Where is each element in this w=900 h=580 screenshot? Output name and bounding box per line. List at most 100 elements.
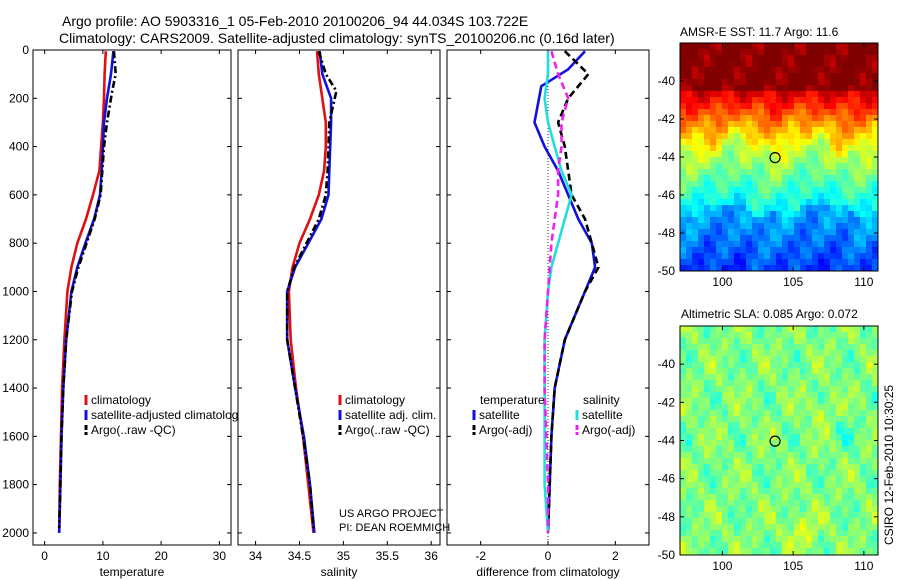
heatmap-cell — [728, 181, 735, 188]
heatmap-cell — [704, 470, 711, 477]
heatmap-cell — [764, 103, 771, 110]
heatmap-cell — [746, 500, 753, 507]
heatmap-cell — [722, 500, 729, 507]
heatmap-cell — [686, 476, 693, 483]
heatmap-cell — [770, 392, 777, 399]
heatmap-cell — [836, 61, 843, 68]
heatmap-cell — [734, 470, 741, 477]
heatmap-cell — [716, 440, 723, 447]
heatmap-cell — [728, 157, 735, 164]
heatmap-cell — [716, 428, 723, 435]
heatmap-cell — [794, 416, 801, 423]
heatmap-cell — [818, 440, 825, 447]
heatmap-cell — [830, 416, 837, 423]
heatmap-cell — [848, 410, 855, 417]
heatmap-cell — [794, 338, 801, 345]
heatmap-cell — [866, 55, 873, 62]
heatmap-cell — [824, 139, 831, 146]
heatmap-cell — [860, 229, 867, 236]
sla-map-title: Altimetric SLA: 0.085 Argo: 0.072 — [681, 307, 858, 321]
heatmap-cell — [836, 392, 843, 399]
heatmap-cell — [752, 157, 759, 164]
heatmap-cell — [740, 500, 747, 507]
heatmap-cell — [746, 356, 753, 363]
heatmap-cell — [740, 410, 747, 417]
heatmap-cell — [728, 229, 735, 236]
heatmap-cell — [746, 350, 753, 357]
heatmap-cell — [806, 49, 813, 56]
heatmap-cell — [794, 43, 801, 50]
heatmap-cell — [800, 181, 807, 188]
heatmap-cell — [794, 97, 801, 104]
heatmap-cell — [722, 55, 729, 62]
heatmap-cell — [848, 61, 855, 68]
heatmap-cell — [818, 175, 825, 182]
heatmap-cell — [812, 109, 819, 116]
heatmap-cell — [776, 259, 783, 266]
heatmap-cell — [686, 67, 693, 74]
heatmap-cell — [692, 121, 699, 128]
heatmap-cell — [728, 452, 735, 459]
heatmap-cell — [722, 470, 729, 477]
heatmap-cell — [716, 518, 723, 525]
heatmap-cell — [800, 326, 807, 333]
heatmap-cell — [788, 265, 795, 271]
heatmap-cell — [728, 67, 735, 74]
heatmap-cell — [746, 440, 753, 447]
heatmap-cell — [782, 368, 789, 375]
heatmap-cell — [698, 374, 705, 381]
heatmap-cell — [776, 482, 783, 489]
heatmap-cell — [686, 73, 693, 80]
heatmap-cell — [854, 169, 861, 176]
heatmap-cell — [818, 229, 825, 236]
heatmap-cell — [848, 422, 855, 429]
heatmap-cell — [788, 121, 795, 128]
heatmap-cell — [716, 482, 723, 489]
heatmap-cell — [806, 374, 813, 381]
heatmap-cell — [692, 229, 699, 236]
heatmap-cell — [788, 362, 795, 369]
heatmap-cell — [728, 127, 735, 134]
heatmap-cell — [866, 229, 873, 236]
heatmap-cell — [776, 350, 783, 357]
heatmap-cell — [776, 542, 783, 549]
heatmap-cell — [740, 259, 747, 266]
heatmap-cell — [830, 386, 837, 393]
heatmap-cell — [788, 392, 795, 399]
heatmap-cell — [734, 434, 741, 441]
heatmap-cell — [848, 518, 855, 525]
heatmap-cell — [812, 235, 819, 242]
heatmap-cell — [728, 428, 735, 435]
heatmap-cell — [704, 67, 711, 74]
heatmap-cell — [836, 91, 843, 98]
heatmap-cell — [722, 181, 729, 188]
heatmap-cell — [854, 211, 861, 218]
depth-tick-label: 1800 — [2, 478, 29, 492]
heatmap-cell — [740, 223, 747, 230]
heatmap-cell — [836, 253, 843, 260]
heatmap-cell — [872, 482, 878, 489]
heatmap-cell — [812, 446, 819, 453]
heatmap-cell — [758, 458, 765, 465]
heatmap-cell — [806, 139, 813, 146]
heatmap-cell — [710, 386, 717, 393]
heatmap-cell — [770, 91, 777, 98]
heatmap-cell — [860, 85, 867, 92]
heatmap-cell — [818, 61, 825, 68]
heatmap-cell — [710, 199, 717, 206]
heatmap-cell — [698, 470, 705, 477]
heatmap-cell — [692, 253, 699, 260]
heatmap-cell — [836, 175, 843, 182]
heatmap-cell — [854, 440, 861, 447]
heatmap-cell — [722, 61, 729, 68]
heatmap-cell — [728, 458, 735, 465]
heatmap-cell — [770, 356, 777, 363]
legend-label: satellite — [479, 408, 520, 422]
heatmap-cell — [710, 470, 717, 477]
heatmap-cell — [848, 49, 855, 56]
heatmap-cell — [692, 488, 699, 495]
heatmap-cell — [728, 103, 735, 110]
heatmap-cell — [758, 205, 765, 212]
heatmap-cell — [728, 265, 735, 271]
heatmap-cell — [728, 115, 735, 122]
